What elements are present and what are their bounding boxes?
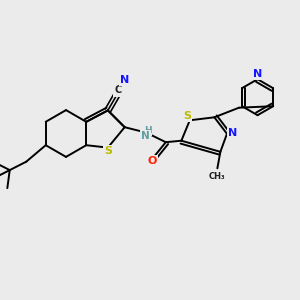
Text: N: N (120, 75, 129, 85)
Text: S: S (104, 146, 112, 156)
Text: N: N (228, 128, 237, 138)
Text: O: O (147, 156, 157, 167)
Text: CH₃: CH₃ (209, 172, 226, 181)
Text: C: C (114, 85, 122, 95)
Text: N: N (141, 131, 149, 141)
Text: N: N (253, 69, 262, 79)
Text: H: H (144, 126, 151, 135)
Text: S: S (183, 111, 191, 121)
